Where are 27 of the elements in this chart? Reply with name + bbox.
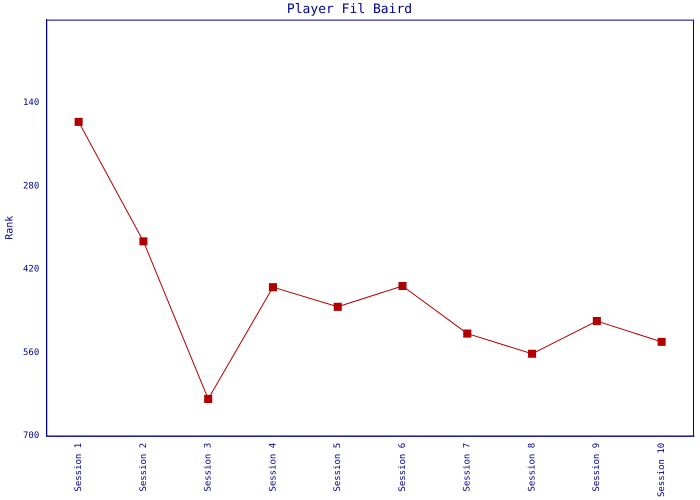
y-tick-label: 560 <box>22 348 40 358</box>
x-tick-label: Session 1 <box>74 442 84 492</box>
x-tick-label: Session 4 <box>268 442 278 492</box>
y-axis-title: Rank <box>4 216 16 240</box>
point <box>528 350 536 358</box>
point <box>334 302 342 311</box>
point <box>139 237 148 246</box>
y-tick-label: 280 <box>22 181 40 192</box>
x-tick-label: Session 7 <box>462 442 473 492</box>
chart-title: Player Fil Baird <box>286 2 412 18</box>
x-tick-label: Session 5 <box>333 442 344 492</box>
y-tick-label: 420 <box>22 264 40 275</box>
point <box>398 282 407 290</box>
point <box>463 330 472 338</box>
x-tick-label: Session 10 <box>656 442 667 498</box>
point <box>658 338 666 346</box>
point <box>74 118 83 126</box>
point <box>204 394 212 403</box>
y-tick-label: 140 <box>22 98 40 108</box>
point <box>268 283 277 292</box>
x-tick-label: Session 3 <box>204 442 214 492</box>
y-tick-label: 700 <box>22 431 40 442</box>
x-tick-label: Session 9 <box>592 442 602 492</box>
x-tick-label: Session 8 <box>527 442 538 492</box>
point <box>592 317 601 326</box>
x-tick-label: Session 2 <box>138 442 149 492</box>
x-tick-label: Session 6 <box>398 442 408 492</box>
